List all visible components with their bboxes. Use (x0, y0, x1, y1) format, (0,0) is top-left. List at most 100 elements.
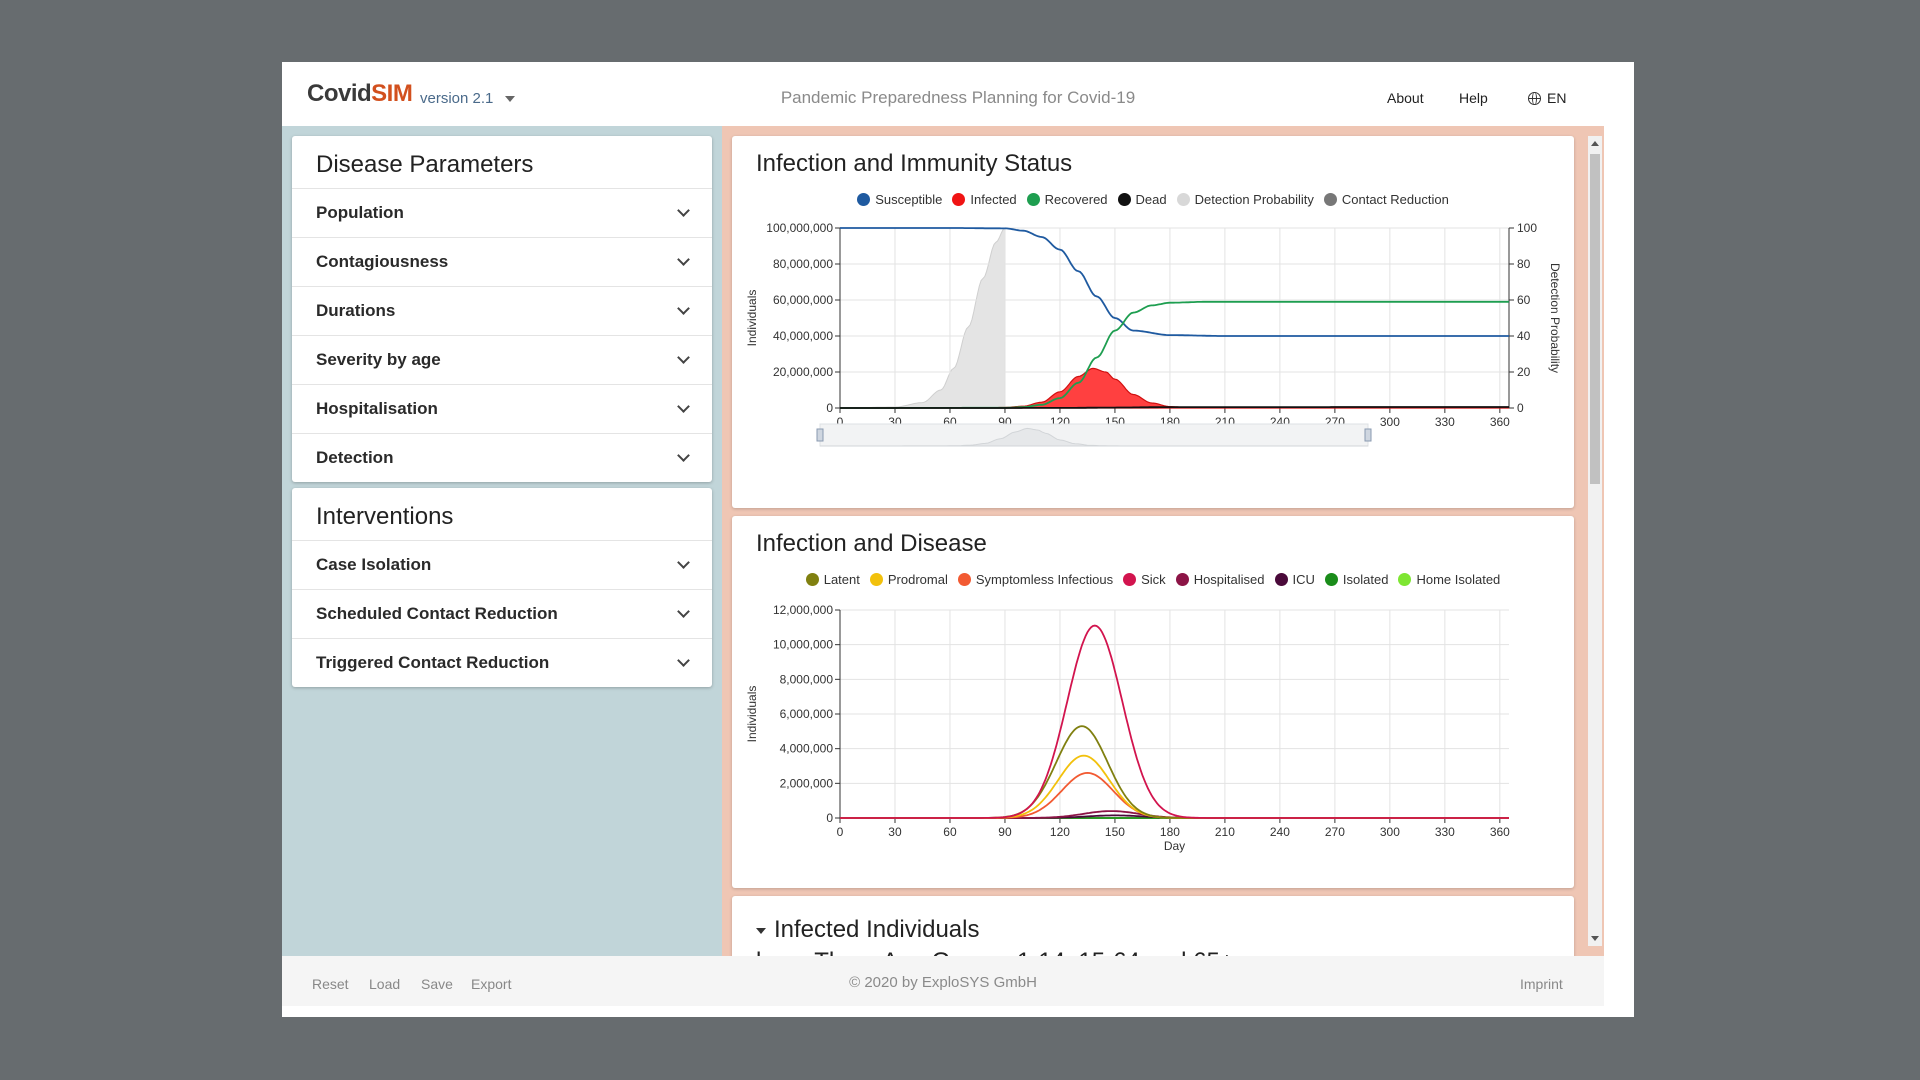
range-slider-handle[interactable] (1364, 428, 1372, 442)
legend-label: Latent (823, 572, 860, 587)
accordion-population[interactable]: Population (292, 188, 712, 237)
series-line-prodromal (840, 754, 1509, 819)
help-link[interactable]: Help (1459, 90, 1488, 106)
legend-item-susceptible[interactable]: Susceptible (857, 192, 942, 207)
version-dropdown[interactable]: version 2.1 (420, 90, 516, 107)
y-tick-label: 6,000,000 (780, 707, 834, 721)
legend-item-latent[interactable]: Latent (805, 572, 860, 587)
y2-tick-label: 20 (1517, 365, 1531, 379)
accordion-contagiousness[interactable]: Contagiousness (292, 237, 712, 286)
tagline: Pandemic Preparedness Planning for Covid… (780, 88, 1136, 107)
accordion-label: Case Isolation (316, 555, 432, 574)
y-tick-label: 10,000,000 (773, 638, 833, 652)
x-tick-label: 360 (1490, 825, 1510, 839)
legend-dot-icon (857, 193, 871, 206)
legend-item-sick[interactable]: Sick (1123, 572, 1166, 587)
legend-item-home-isolated[interactable]: Home Isolated (1398, 572, 1500, 587)
accordion-label: Triggered Contact Reduction (316, 653, 550, 672)
y2-tick-label: 40 (1517, 329, 1531, 343)
infected-individuals-toggle[interactable]: Infected Individuals (756, 916, 979, 944)
legend-label: Home Isolated (1416, 572, 1501, 587)
chart-title-immunity: Infection and Immunity Status (756, 150, 1073, 177)
chevron-down-icon (677, 351, 690, 364)
legend-item-dead[interactable]: Dead (1117, 192, 1167, 207)
reset-button[interactable]: Reset (312, 976, 349, 992)
x-tick-label: 0 (837, 415, 844, 429)
chevron-down-icon (677, 204, 690, 217)
accordion-scheduled-contact-reduction[interactable]: Scheduled Contact Reduction (292, 589, 712, 638)
legend-label: Detection Probability (1194, 192, 1314, 207)
accordion-case-isolation[interactable]: Case Isolation (292, 540, 712, 589)
legend-item-contact-reduction[interactable]: Contact Reduction (1323, 192, 1449, 207)
about-link[interactable]: About (1387, 90, 1424, 106)
caret-down-icon (505, 96, 516, 103)
chevron-down-icon (677, 302, 690, 315)
legend-item-recovered[interactable]: Recovered (1026, 192, 1108, 207)
results-panel: Infection and Immunity Status Susceptibl… (722, 126, 1604, 956)
range-slider-handle[interactable] (816, 428, 824, 442)
legend-item-hospitalised[interactable]: Hospitalised (1175, 572, 1265, 587)
chart-axes: 0 2,000,000 4,000,000 6,000,000 8,000,000 10,… (745, 603, 1510, 853)
x-tick-label: 330 (1435, 825, 1455, 839)
legend-label: Prodromal (887, 572, 948, 587)
legend-item-prodromal[interactable]: Prodromal (869, 572, 948, 587)
infected-individuals-card: Infected Individuals by ... Three Age Gr… (732, 896, 1574, 956)
language-selector[interactable]: EN (1528, 90, 1566, 106)
copyright: © 2020 by ExploSYS GmbH (849, 974, 1037, 991)
chart-disease: 0 2,000,000 4,000,000 6,000,000 8,000,000 10,… (745, 603, 1510, 853)
accordion-hospitalisation[interactable]: Hospitalisation (292, 384, 712, 433)
y-axis-label: Individuals (745, 686, 759, 743)
accordion-severity-by-age[interactable]: Severity by age (292, 335, 712, 384)
legend-dot-icon (1175, 573, 1189, 586)
y-tick-label: 0 (826, 401, 833, 415)
caret-down-icon (756, 927, 766, 934)
y2-axis-label: Detection Probability (1548, 263, 1562, 373)
x-tick-label: 300 (1380, 415, 1400, 429)
imprint-link[interactable]: Imprint (1520, 976, 1563, 992)
x-tick-label: 150 (1105, 825, 1125, 839)
series-area-detection-probability (840, 226, 1006, 409)
y-tick-label: 100,000,000 (766, 221, 833, 235)
load-button[interactable]: Load (369, 976, 401, 992)
save-button[interactable]: Save (421, 976, 453, 992)
x-tick-label: 270 (1325, 825, 1345, 839)
y-tick-label: 80,000,000 (773, 257, 833, 271)
accordion-triggered-contact-reduction[interactable]: Triggered Contact Reduction (292, 638, 712, 687)
accordion-label: Detection (316, 448, 394, 467)
y-tick-label: 0 (826, 811, 833, 825)
legend-label: Symptomless Infectious (975, 572, 1114, 587)
legend-dot-icon (1274, 573, 1288, 586)
y-axis-label: Individuals (745, 290, 759, 347)
app-window: CovidSIM version 2.1 Pandemic Preparedne… (282, 62, 1634, 1017)
infected-individuals-subtitle: by ... Three Age Groups 1-14, 15-64 and … (756, 948, 1234, 956)
disease-parameters-title: Disease Parameters (316, 151, 534, 178)
y-tick-label: 12,000,000 (773, 603, 833, 617)
x-tick-label: 360 (1490, 415, 1510, 429)
legend-dot-icon (805, 573, 819, 586)
legend-dot-icon (1117, 193, 1131, 206)
y2-tick-label: 100 (1517, 221, 1537, 235)
accordion-detection[interactable]: Detection (292, 433, 712, 482)
series-line-dead (840, 406, 1509, 409)
range-slider-track (819, 423, 1369, 447)
results-scrollbar[interactable] (1588, 136, 1602, 946)
legend-item-detection-probability[interactable]: Detection Probability (1176, 192, 1314, 207)
x-tick-label: 120 (1050, 825, 1070, 839)
scroll-up-icon[interactable] (1591, 141, 1599, 146)
y-tick-label: 60,000,000 (773, 293, 833, 307)
export-button[interactable]: Export (471, 976, 512, 992)
series-line-latent (840, 725, 1509, 819)
legend-item-infected[interactable]: Infected (952, 192, 1017, 207)
scrollbar-thumb[interactable] (1590, 154, 1600, 484)
legend-label: Contact Reduction (1341, 192, 1449, 207)
legend-item-symptomless-infectious[interactable]: Symptomless Infectious (957, 572, 1114, 587)
legend-item-isolated[interactable]: Isolated (1324, 572, 1388, 587)
legend-item-icu[interactable]: ICU (1274, 572, 1315, 587)
accordion-durations[interactable]: Durations (292, 286, 712, 335)
globe-icon (1528, 92, 1541, 105)
scroll-down-icon[interactable] (1591, 936, 1599, 941)
chevron-down-icon (677, 253, 690, 266)
legend-label: ICU (1292, 572, 1315, 587)
accordion-label: Severity by age (316, 350, 441, 369)
range-slider (816, 423, 1372, 447)
